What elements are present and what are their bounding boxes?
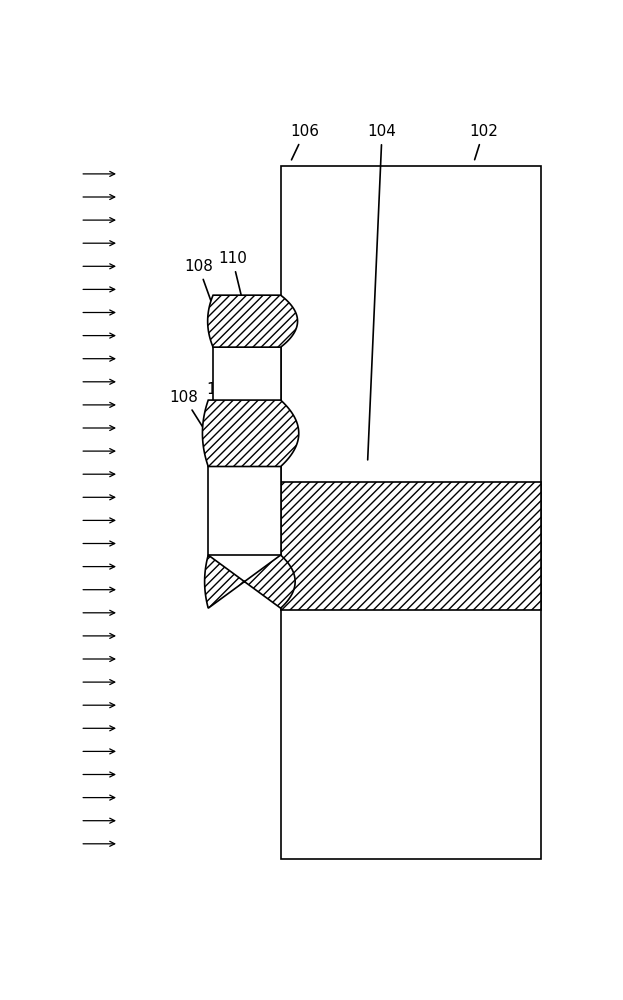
Text: 106: 106 — [290, 124, 320, 160]
Polygon shape — [202, 400, 299, 466]
Text: 108: 108 — [184, 259, 217, 318]
Text: 104: 104 — [368, 124, 396, 460]
Bar — [281, 482, 541, 610]
Text: 102: 102 — [469, 124, 498, 160]
Text: 108: 108 — [169, 390, 207, 433]
Bar — [213, 347, 281, 416]
Text: 110: 110 — [218, 251, 247, 306]
Text: 110: 110 — [206, 382, 236, 433]
Polygon shape — [204, 555, 295, 608]
Bar — [281, 166, 541, 859]
Polygon shape — [210, 416, 294, 458]
Bar — [208, 466, 281, 555]
Polygon shape — [207, 295, 298, 347]
